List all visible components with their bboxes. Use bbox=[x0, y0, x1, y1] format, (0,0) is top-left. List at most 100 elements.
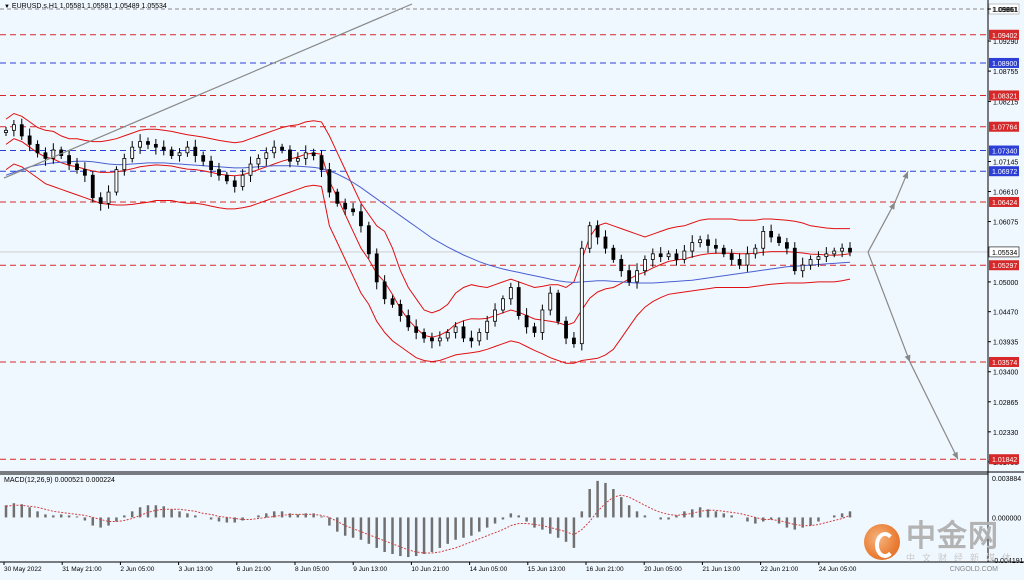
candle-body bbox=[240, 174, 245, 187]
candle-body bbox=[366, 225, 371, 255]
candle-body bbox=[335, 191, 340, 204]
bollinger-middle-line bbox=[5, 138, 851, 338]
candle-body bbox=[721, 247, 726, 255]
price-levels-layer bbox=[0, 8, 988, 460]
candle-body bbox=[82, 169, 87, 176]
candle-body bbox=[572, 337, 576, 345]
candle-body bbox=[256, 157, 261, 165]
x-tick-label: 22 Jun 21:00 bbox=[761, 566, 799, 573]
price-level-tag bbox=[989, 90, 1019, 101]
candle-body bbox=[556, 292, 561, 322]
candle-body bbox=[516, 287, 521, 317]
candle-body bbox=[540, 309, 545, 333]
candle-body bbox=[587, 225, 592, 249]
candle-body bbox=[437, 337, 442, 342]
candle-body bbox=[122, 157, 127, 171]
candle-body bbox=[169, 149, 174, 156]
y-tick-label: 1.09861 bbox=[993, 7, 1018, 14]
x-tick-label: 30 May 2022 bbox=[4, 566, 42, 573]
projection-arrow-up-2-head bbox=[902, 171, 909, 179]
candle-body bbox=[51, 149, 56, 159]
price-level-tag-text: 1.06424 bbox=[992, 200, 1017, 207]
projection-arrow-up-1-head bbox=[889, 202, 895, 210]
projection-arrow-down-1 bbox=[867, 251, 911, 363]
candle-body bbox=[406, 315, 411, 328]
moving-average-line bbox=[5, 160, 851, 284]
brand-text: 中金网 中文财经新媒体 bbox=[906, 521, 1018, 564]
candle-body bbox=[816, 256, 821, 260]
candle-body bbox=[824, 253, 829, 258]
candle-body bbox=[524, 315, 529, 328]
y-tick-label: 1.08215 bbox=[993, 99, 1018, 106]
bollinger-upper-line bbox=[5, 112, 850, 314]
candle-body bbox=[264, 152, 269, 159]
candle-body bbox=[390, 298, 395, 305]
candle-body bbox=[185, 146, 190, 154]
candle-body bbox=[698, 239, 703, 244]
candle-body bbox=[619, 259, 624, 272]
price-level-tag-text: 1.05297 bbox=[992, 263, 1017, 270]
dropdown-triangle-icon[interactable]: ▼ bbox=[4, 4, 10, 10]
candle-body bbox=[808, 259, 813, 266]
candle-body bbox=[792, 247, 797, 272]
y-tick-label: 1.04470 bbox=[993, 310, 1018, 317]
price-level-tag bbox=[989, 29, 1019, 40]
time-axis: 30 May 2022 31 May 21:00 2 Jun 05:00 3 Jun … bbox=[3, 562, 857, 573]
symbol-quote-text: EURUSD.s,H1 1.05581 1.05581 1.05489 1.05… bbox=[11, 3, 167, 10]
candle-body bbox=[485, 320, 490, 333]
candle-body bbox=[769, 230, 774, 238]
candle-body bbox=[217, 169, 221, 176]
y-tick-label: 1.02330 bbox=[993, 430, 1018, 437]
y-tick-label: 1.09290 bbox=[993, 39, 1018, 46]
price-level-tag-text: 1.06972 bbox=[992, 169, 1017, 176]
price-level-tag bbox=[989, 166, 1019, 177]
price-level-tag-text: 1.09402 bbox=[992, 33, 1017, 40]
macd-y-tick-label: -0.004191 bbox=[992, 558, 1024, 565]
price-level-tag-text: 1.08900 bbox=[992, 61, 1017, 68]
candle-body bbox=[146, 141, 150, 145]
candle-body bbox=[848, 247, 852, 253]
candle-body bbox=[27, 135, 32, 145]
brand-watermark: 中金网 中文财经新媒体 bbox=[863, 521, 1018, 564]
candle-body bbox=[43, 152, 48, 159]
candle-body bbox=[729, 253, 734, 260]
price-level-tag bbox=[989, 260, 1019, 271]
candle-body bbox=[682, 250, 687, 260]
price-level-tag bbox=[989, 196, 1019, 207]
brand-domain: CNGOLD.COM bbox=[949, 566, 998, 573]
candle-body bbox=[11, 124, 16, 131]
candle-body bbox=[445, 332, 450, 339]
candle-body bbox=[161, 146, 166, 151]
macd-header: MACD(12,26,9) 0.000521 0.000224 bbox=[4, 477, 115, 484]
candle-body bbox=[579, 247, 584, 345]
candle-body bbox=[398, 303, 403, 317]
y-tick-label: 1.08755 bbox=[993, 69, 1018, 76]
candle-body bbox=[209, 160, 213, 171]
x-tick-label: 31 May 21:00 bbox=[62, 566, 102, 573]
x-tick-label: 2 Jun 05:00 bbox=[120, 566, 154, 573]
candle-body bbox=[548, 292, 553, 311]
candle-body bbox=[595, 225, 600, 238]
y-tick-label: 1.06610 bbox=[993, 190, 1018, 197]
brand-logo-icon bbox=[863, 524, 900, 560]
candle-body bbox=[430, 337, 434, 342]
bollinger-lower-line bbox=[5, 163, 851, 364]
candle-body bbox=[4, 129, 8, 133]
candle-body bbox=[453, 326, 458, 333]
candle-body bbox=[359, 211, 363, 227]
candle-body bbox=[303, 152, 308, 159]
candle-body bbox=[603, 236, 608, 249]
candle-body bbox=[319, 155, 324, 171]
x-tick-label: 3 Jun 13:00 bbox=[179, 566, 213, 573]
macd-panel: 0.003884 0.000000 -0.004191 bbox=[4, 476, 1024, 565]
x-tick-label: 24 Jun 05:00 bbox=[819, 566, 857, 573]
price-level-tag-text: 1.07764 bbox=[992, 125, 1017, 132]
candle-body bbox=[19, 124, 24, 137]
candle-body bbox=[201, 155, 206, 162]
candle-body bbox=[67, 155, 72, 165]
candle-body bbox=[224, 174, 229, 182]
candle-body bbox=[295, 157, 300, 162]
candle-body bbox=[737, 259, 742, 266]
